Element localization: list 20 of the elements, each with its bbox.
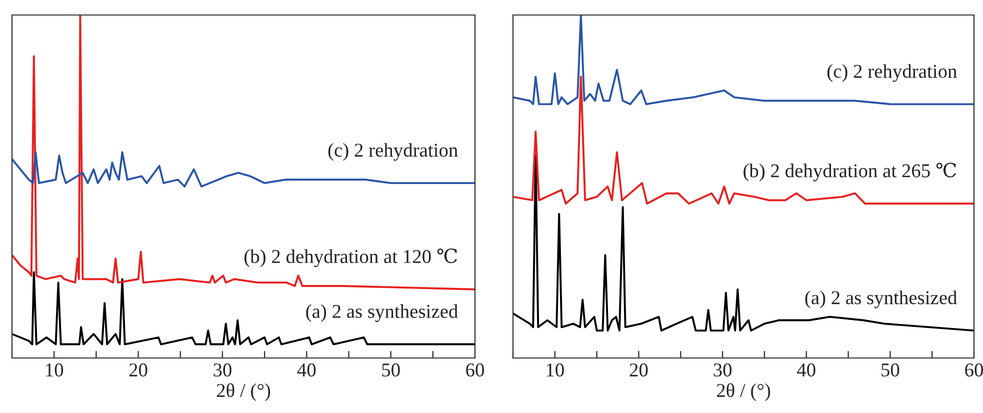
series-label: (b) 2 dehydration at 265 ℃ [744, 162, 956, 182]
x-tick-label: 20 [630, 363, 648, 377]
x-axis-title: 2θ / (°) [216, 383, 270, 402]
series-label: (a) 2 as synthesized [306, 304, 458, 322]
x-tick-label: 40 [297, 363, 316, 377]
x-tick-label: 50 [382, 363, 400, 377]
series-label: (b) 2 dehydration at 120 ℃ [244, 248, 458, 268]
x-axis-title: 2θ / (°) [716, 383, 770, 402]
x-tick-label: 60 [466, 363, 484, 377]
x-tick-label: 30 [714, 363, 732, 377]
x-tick-label: 20 [129, 363, 148, 377]
x-tick-label: 50 [882, 363, 900, 377]
x-tick-label: 10 [46, 363, 64, 377]
x-tick-label: 10 [546, 363, 564, 377]
x-tick-label: 60 [965, 363, 983, 377]
x-tick-label: 40 [797, 363, 816, 377]
x-tick-label: 30 [214, 363, 232, 377]
series-label: (c) 2 rehydration [328, 143, 458, 161]
series-label: (a) 2 as synthesized [805, 290, 957, 308]
series-label: (c) 2 rehydration [827, 64, 957, 82]
